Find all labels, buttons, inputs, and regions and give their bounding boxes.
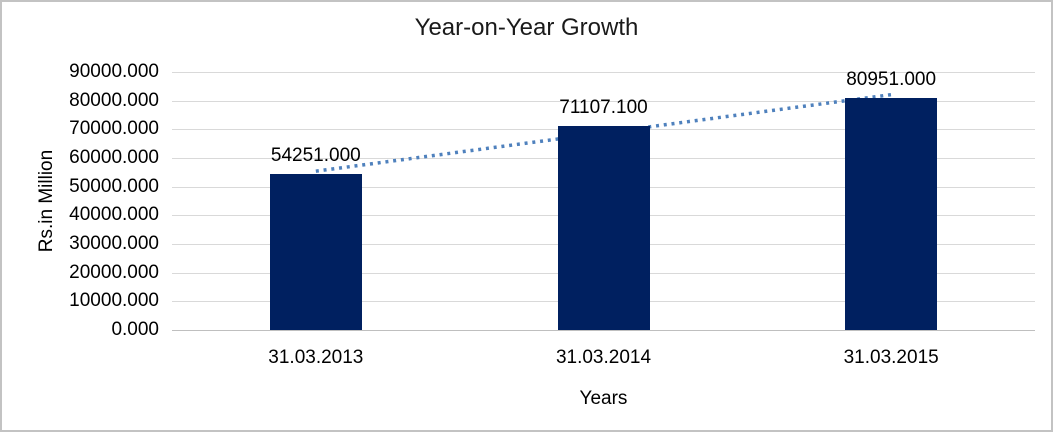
y-tick-label: 90000.000 bbox=[69, 61, 159, 82]
y-tick-label: 50000.000 bbox=[69, 176, 159, 197]
x-axis-line bbox=[172, 330, 1035, 331]
y-tick-label: 80000.000 bbox=[69, 90, 159, 111]
y-tick-label: 70000.000 bbox=[69, 118, 159, 139]
x-tick-label: 31.03.2013 bbox=[268, 347, 364, 368]
bar bbox=[845, 97, 938, 330]
bar-value-label: 54251.000 bbox=[270, 145, 361, 167]
x-tick-label: 31.03.2014 bbox=[555, 347, 652, 368]
x-axis-title: Years bbox=[579, 388, 628, 409]
chart-title: Year-on-Year Growth bbox=[414, 14, 639, 41]
plot-area: 54251.000 71107.100 80951.000 bbox=[172, 69, 1035, 331]
gridline bbox=[172, 72, 1035, 73]
bar bbox=[269, 174, 362, 330]
y-tick-label: 20000.000 bbox=[69, 262, 159, 283]
bar-value-label: 71107.100 bbox=[559, 97, 648, 119]
x-tick-label: 31.03.2015 bbox=[843, 347, 939, 368]
y-tick-label: 30000.000 bbox=[69, 233, 159, 254]
y-tick-label: 60000.000 bbox=[69, 147, 159, 168]
gridline bbox=[172, 101, 1035, 102]
y-tick-label: 0.000 bbox=[111, 319, 159, 340]
y-tick-label: 10000.000 bbox=[69, 290, 159, 311]
y-tick-label: 40000.000 bbox=[69, 204, 159, 225]
bar-value-label: 80951.000 bbox=[846, 68, 937, 90]
bar bbox=[557, 126, 650, 330]
